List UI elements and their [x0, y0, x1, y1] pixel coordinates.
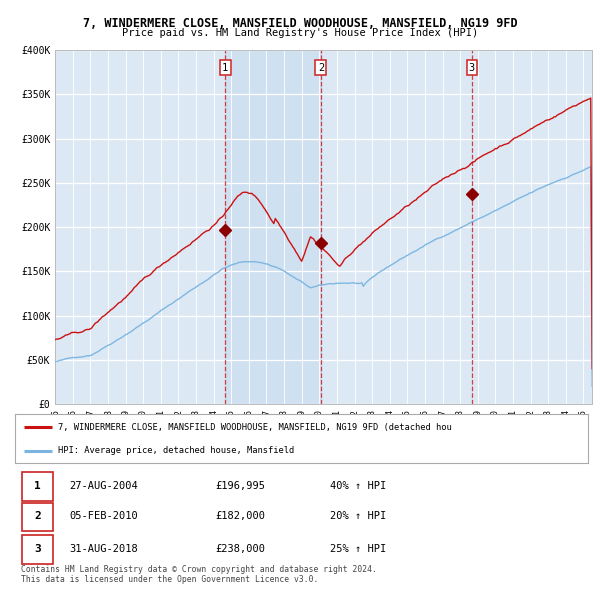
Text: 25% ↑ HPI: 25% ↑ HPI	[330, 544, 386, 554]
Text: 40% ↑ HPI: 40% ↑ HPI	[330, 481, 386, 491]
FancyBboxPatch shape	[22, 535, 53, 563]
Text: £238,000: £238,000	[215, 544, 266, 554]
Text: 1: 1	[222, 63, 228, 73]
Text: Contains HM Land Registry data © Crown copyright and database right 2024.: Contains HM Land Registry data © Crown c…	[21, 565, 377, 574]
Text: 20% ↑ HPI: 20% ↑ HPI	[330, 512, 386, 522]
Text: 27-AUG-2004: 27-AUG-2004	[70, 481, 138, 491]
Text: 7, WINDERMERE CLOSE, MANSFIELD WOODHOUSE, MANSFIELD, NG19 9FD (detached hou: 7, WINDERMERE CLOSE, MANSFIELD WOODHOUSE…	[58, 423, 452, 432]
Text: This data is licensed under the Open Government Licence v3.0.: This data is licensed under the Open Gov…	[21, 575, 319, 584]
FancyBboxPatch shape	[22, 472, 53, 500]
Text: £182,000: £182,000	[215, 512, 266, 522]
Text: HPI: Average price, detached house, Mansfield: HPI: Average price, detached house, Mans…	[58, 447, 294, 455]
Text: 3: 3	[469, 63, 475, 73]
Text: £196,995: £196,995	[215, 481, 266, 491]
Text: 2: 2	[34, 512, 41, 522]
Text: 31-AUG-2018: 31-AUG-2018	[70, 544, 138, 554]
FancyBboxPatch shape	[22, 503, 53, 531]
Text: 7, WINDERMERE CLOSE, MANSFIELD WOODHOUSE, MANSFIELD, NG19 9FD: 7, WINDERMERE CLOSE, MANSFIELD WOODHOUSE…	[83, 17, 517, 30]
Text: 1: 1	[34, 481, 41, 491]
Text: 3: 3	[34, 544, 41, 554]
Text: Price paid vs. HM Land Registry's House Price Index (HPI): Price paid vs. HM Land Registry's House …	[122, 28, 478, 38]
Text: 05-FEB-2010: 05-FEB-2010	[70, 512, 138, 522]
Text: 2: 2	[318, 63, 324, 73]
Bar	[225, 50, 321, 404]
